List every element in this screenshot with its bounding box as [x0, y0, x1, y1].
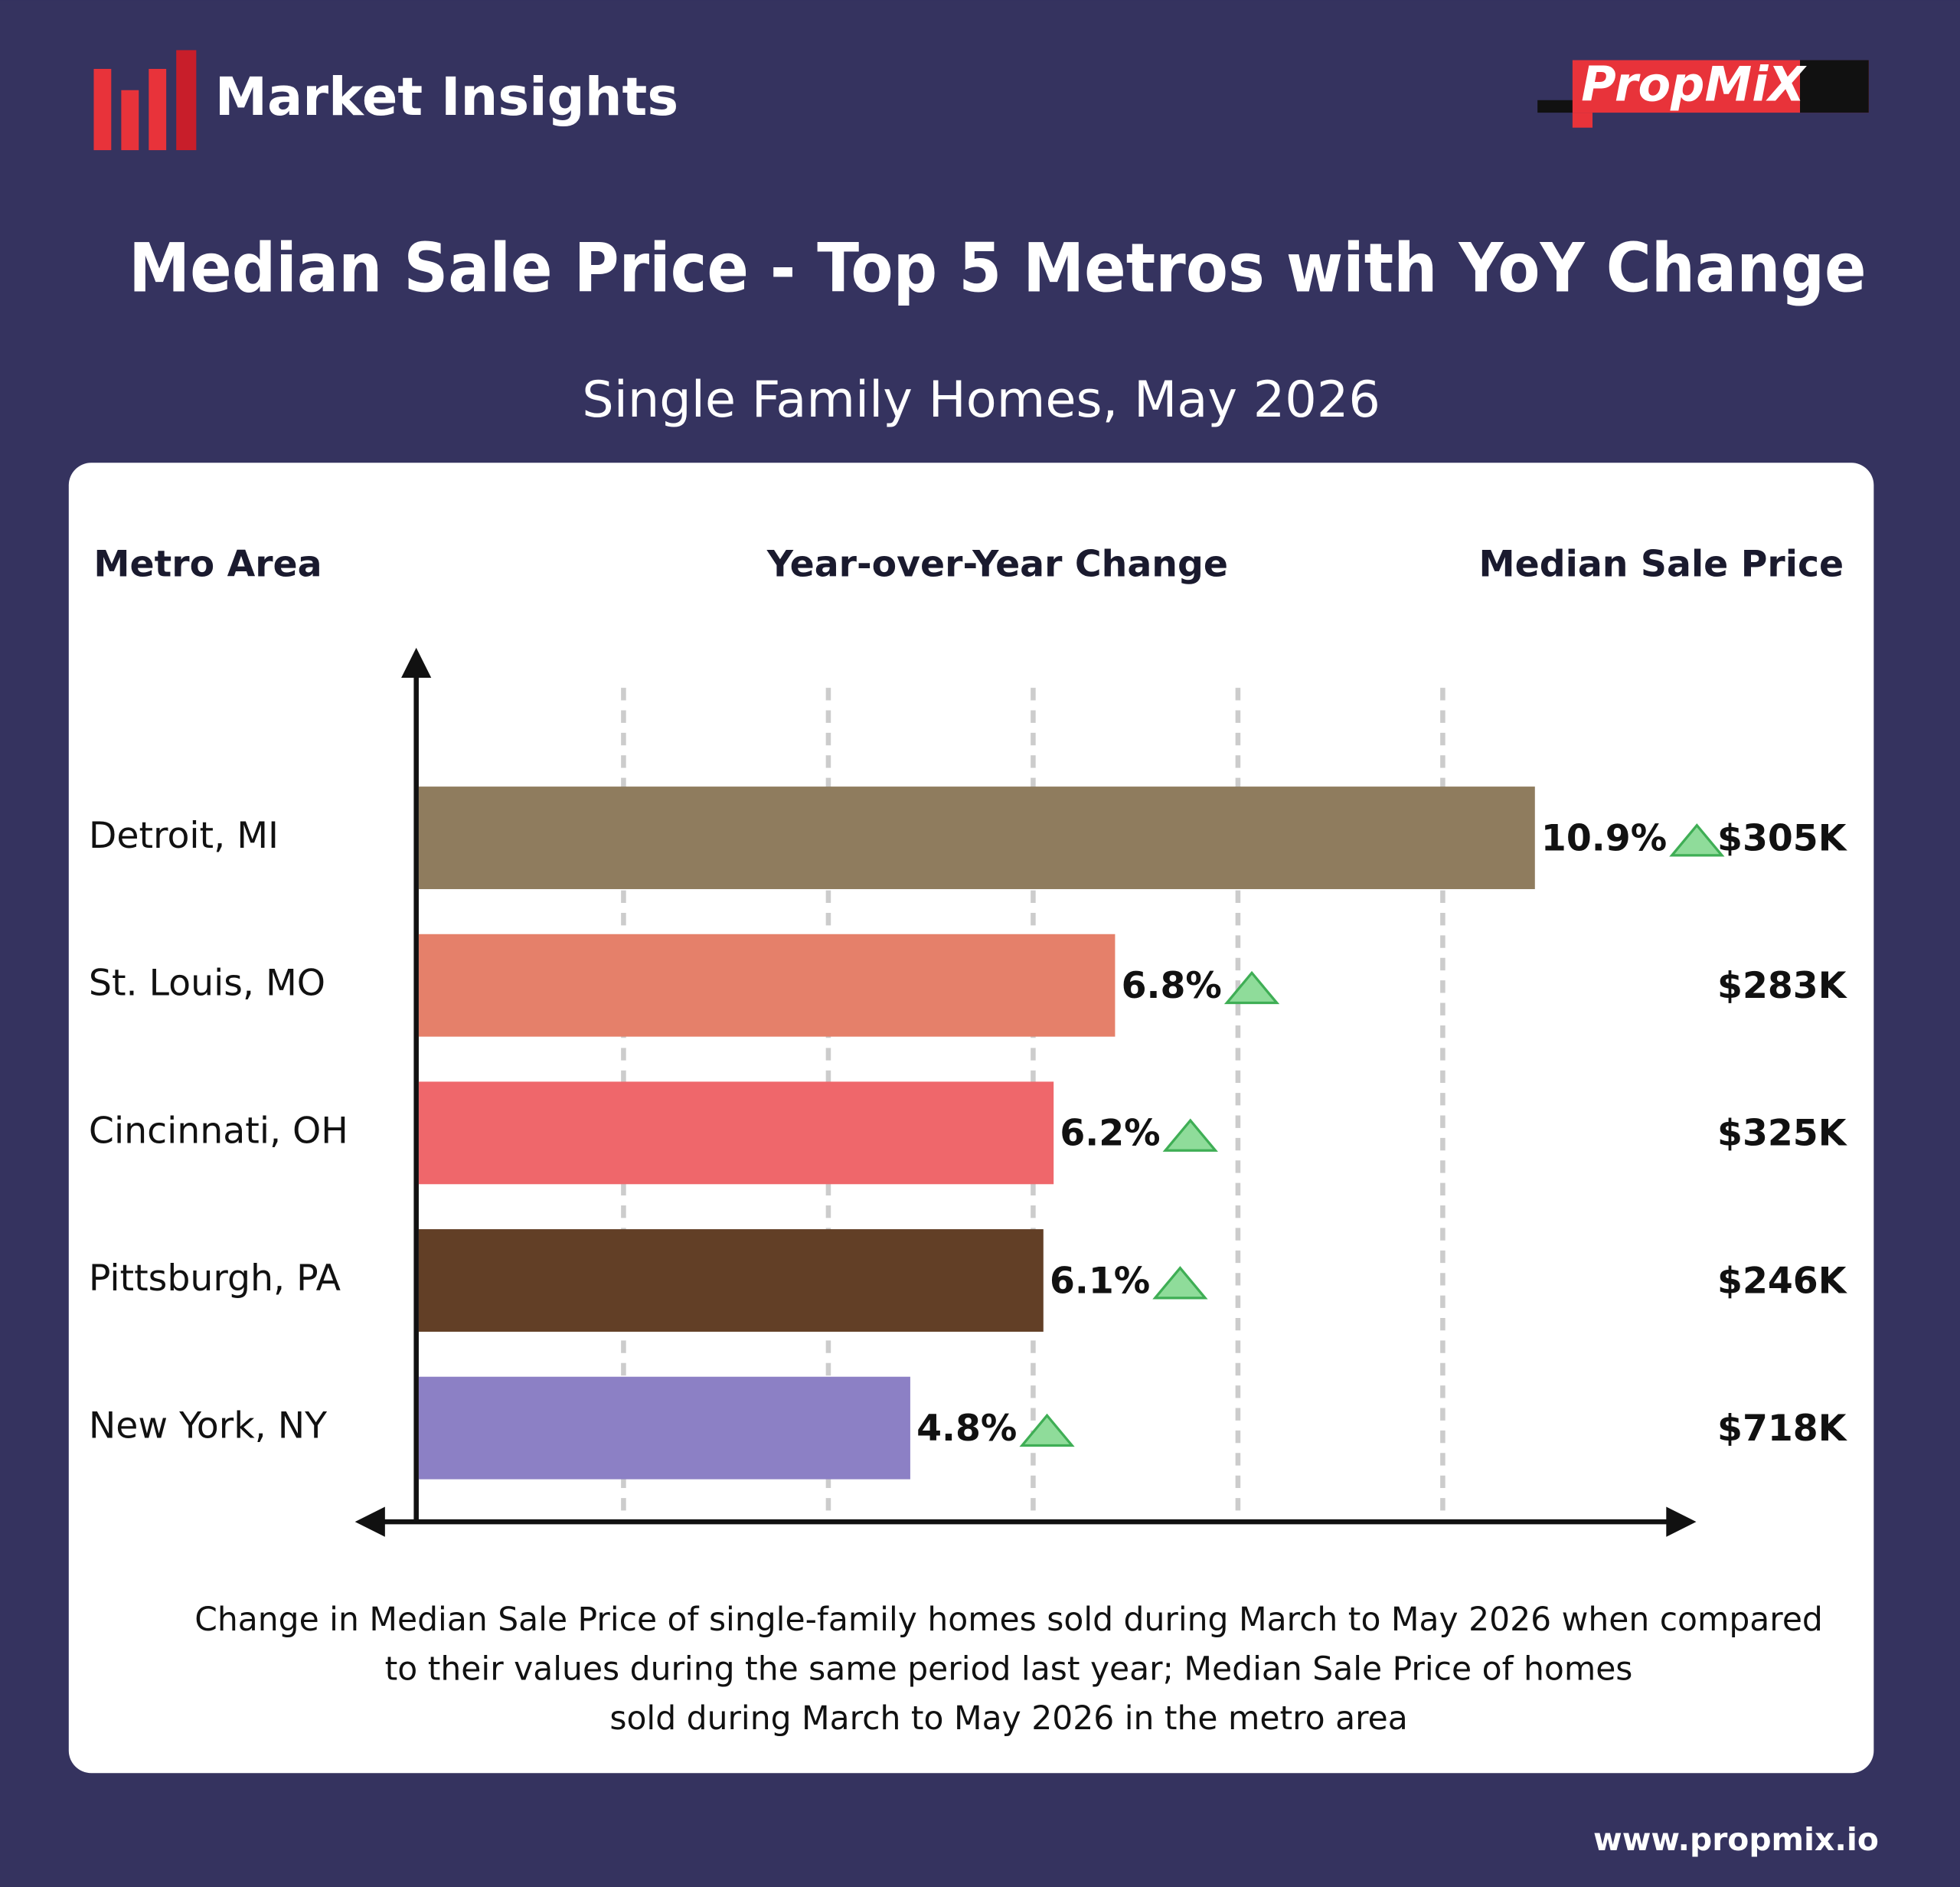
category-label: Cincinnati, OH: [89, 1110, 348, 1152]
value-label: 6.2%: [1060, 1113, 1160, 1155]
price-label: $718K: [1717, 1408, 1848, 1450]
up-triangle: [1669, 823, 1725, 857]
category-label: Pittsburgh, PA: [89, 1257, 341, 1300]
logo-text: PropMiX: [1581, 57, 1807, 113]
up-triangle: [1152, 1266, 1208, 1300]
brand-name: Market Insights: [215, 67, 678, 128]
column-header: Metro Area: [93, 544, 322, 586]
value-label: 10.9%: [1541, 817, 1667, 859]
category-label: Detroit, MI: [89, 815, 279, 857]
icon-bar: [149, 68, 167, 151]
logo-shape: [1572, 113, 1592, 128]
price-label: $305K: [1717, 817, 1848, 859]
chart-subtitle: Single Family Homes, May 2026: [582, 371, 1380, 429]
brand-icon: [93, 50, 197, 151]
icon-bar: [121, 90, 139, 151]
plot: Detroit, MI 10.9% $305K St. Louis, MO 6.8% $2…: [89, 647, 1848, 1738]
up-triangle: [1019, 1413, 1075, 1447]
icon-bar: [176, 50, 197, 151]
bar: [418, 787, 1535, 889]
price-label: $325K: [1717, 1113, 1848, 1155]
up-triangle: [1223, 970, 1280, 1005]
footnote: to their values during the same period l…: [385, 1651, 1633, 1689]
footnote: sold during March to May 2026 in the met…: [609, 1700, 1407, 1738]
logo-shape: [1800, 60, 1869, 113]
icon-bar: [93, 68, 112, 151]
column-header: Year-over-Year Change: [766, 544, 1228, 586]
up-triangle: [1162, 1118, 1218, 1152]
logo-shape: [1537, 100, 1576, 113]
bar: [418, 1081, 1054, 1185]
logo: PropMiX: [1537, 57, 1869, 128]
bar: [418, 1229, 1044, 1332]
price-label: $283K: [1717, 965, 1848, 1007]
value-label: 6.1%: [1050, 1260, 1150, 1302]
value-label: 4.8%: [916, 1408, 1017, 1450]
bar: [418, 934, 1116, 1037]
footnote: Change in Median Sale Price of single-fa…: [194, 1601, 1823, 1639]
axis-arrow: [354, 1506, 385, 1537]
category-label: New York, NY: [89, 1405, 327, 1447]
url: www.propmix.io: [1593, 1821, 1879, 1858]
axis-arrow: [1666, 1506, 1697, 1537]
bar: [418, 1376, 910, 1480]
chart-title: Median Sale Price - Top 5 Metros with Yo…: [129, 228, 1866, 307]
axis-arrow: [401, 647, 432, 679]
column-header: Median Sale Price: [1479, 544, 1844, 586]
value-label: 6.8%: [1122, 965, 1222, 1007]
price-label: $246K: [1717, 1260, 1848, 1302]
category-label: St. Louis, MO: [89, 963, 325, 1005]
